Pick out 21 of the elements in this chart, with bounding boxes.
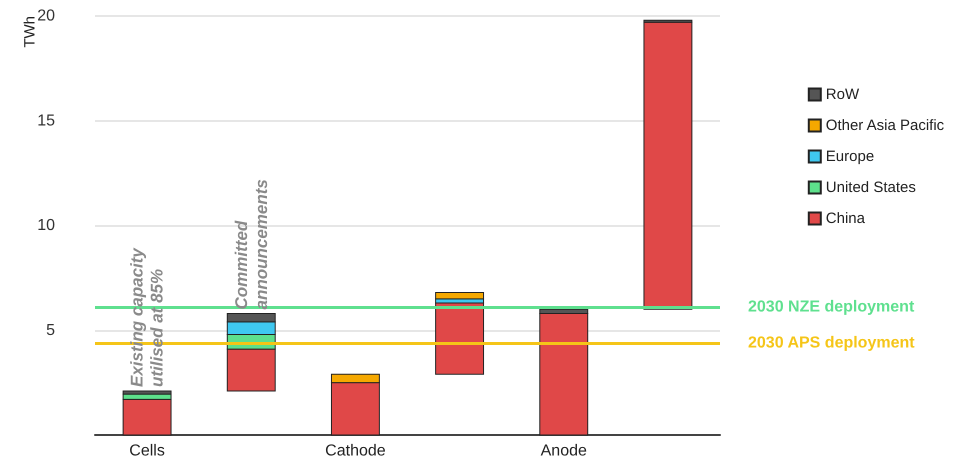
bar xyxy=(539,312,588,436)
y-tick-label: 10 xyxy=(37,217,56,234)
legend-label: Other Asia Pacific xyxy=(826,117,945,134)
legend-label: RoW xyxy=(826,86,860,103)
y-tick-label: 15 xyxy=(37,112,56,130)
legend-label: Europe xyxy=(826,148,874,165)
ref-line-label: 2030 APS deployment xyxy=(748,334,916,352)
bar xyxy=(643,22,692,310)
legend-label: China xyxy=(826,210,866,227)
annotation: Committed announcements xyxy=(232,179,271,310)
x-tick-label: Anode xyxy=(540,442,587,460)
legend-label: United States xyxy=(826,179,916,196)
annotation: Existing capacity utilised at 85% xyxy=(128,246,167,388)
bar xyxy=(435,302,484,375)
x-tick-label: Cells xyxy=(129,442,165,460)
ref-line-label: 2030 NZE deployment xyxy=(748,298,915,316)
bar xyxy=(122,398,172,436)
y-tick-label: 20 xyxy=(37,8,56,24)
y-tick-label: 5 xyxy=(46,322,56,339)
x-tick-label: Cathode xyxy=(325,442,386,460)
y-axis-title: TWh xyxy=(22,16,38,48)
